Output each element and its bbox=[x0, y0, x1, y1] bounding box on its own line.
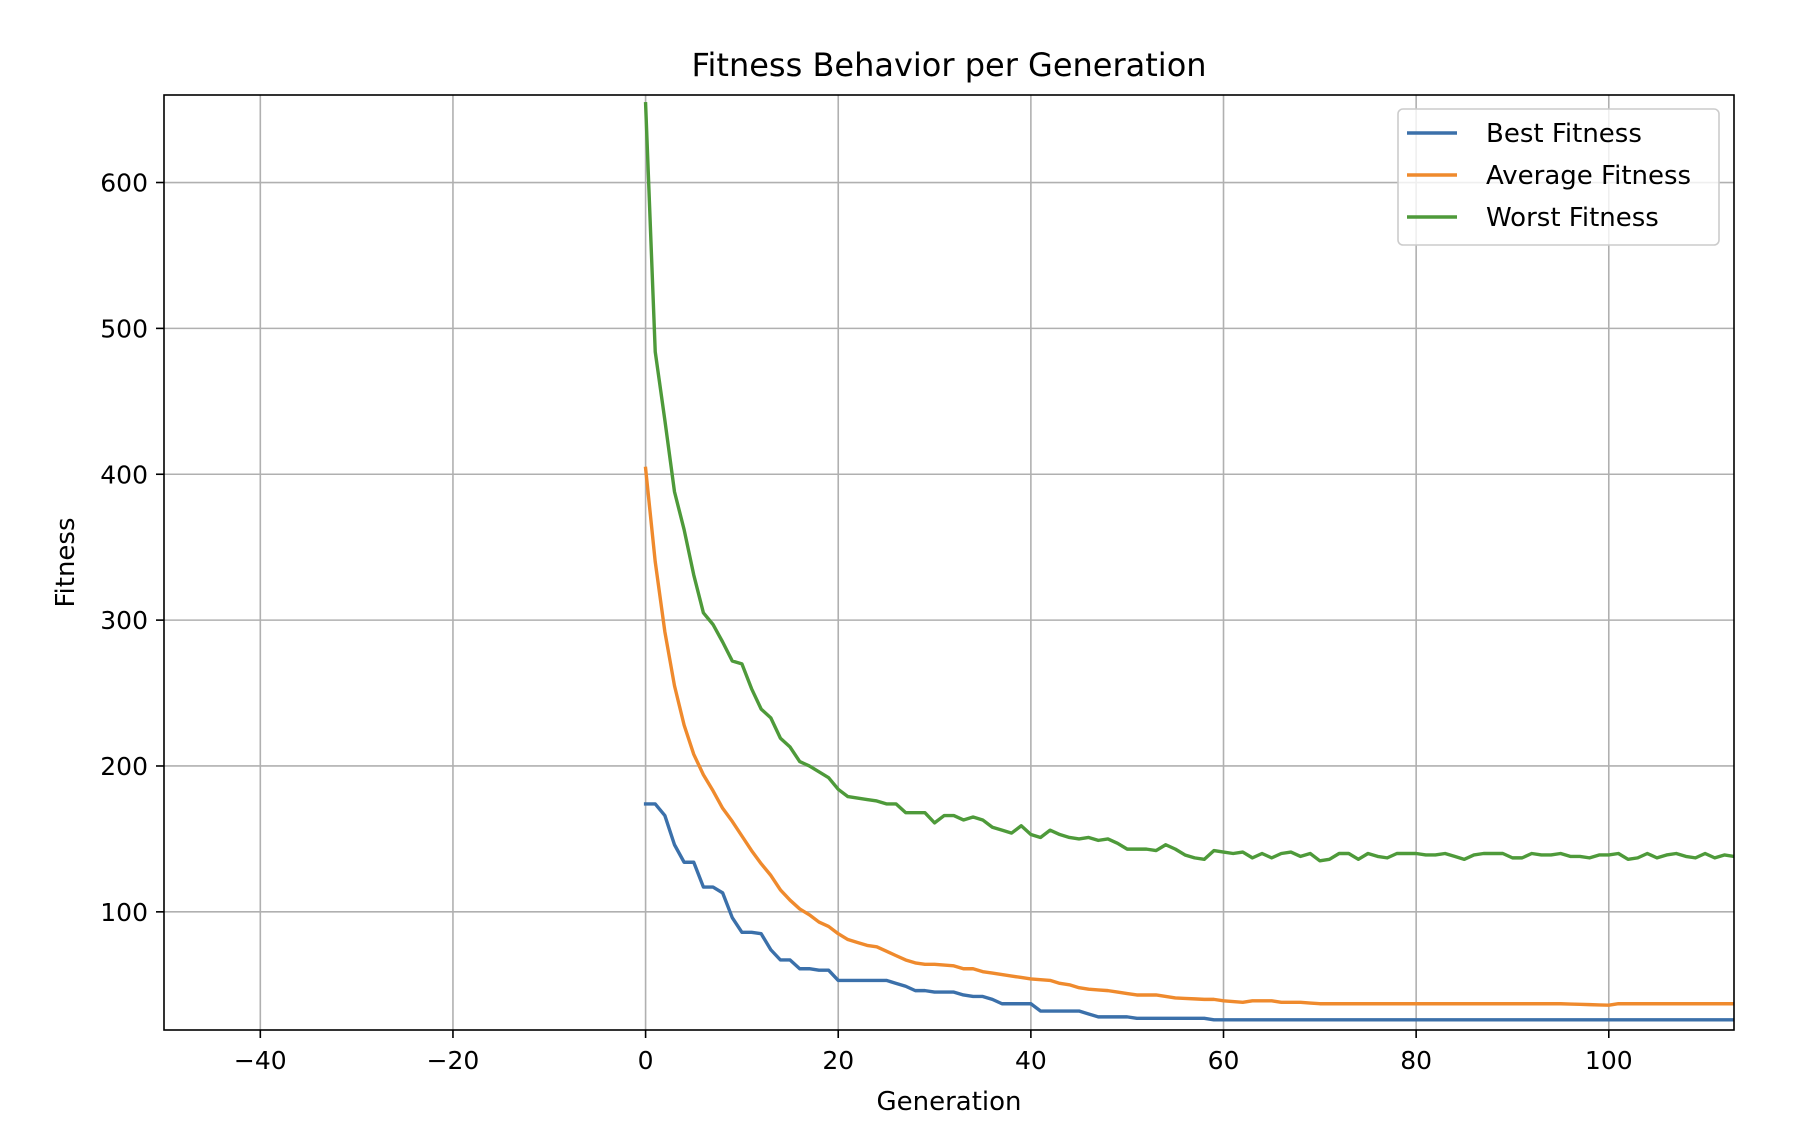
legend: Best Fitness Average Fitness Worst Fitness bbox=[1397, 108, 1720, 246]
y-axis-label: Fitness bbox=[51, 517, 81, 607]
legend-box bbox=[1397, 108, 1720, 246]
y-tick-label: 100 bbox=[100, 898, 148, 927]
grid-lines bbox=[164, 95, 1734, 1030]
legend-label-worst-fitness: Worst Fitness bbox=[1486, 203, 1659, 233]
worst-fitness-line bbox=[643, 101, 1734, 863]
series-lines bbox=[643, 101, 1734, 1022]
y-tick-label: 400 bbox=[100, 460, 148, 489]
x-tick-label: −40 bbox=[234, 1046, 287, 1075]
legend-label-average-fitness: Average Fitness bbox=[1486, 161, 1691, 191]
legend-label-best-fitness: Best Fitness bbox=[1486, 119, 1642, 149]
y-tick-label: 600 bbox=[100, 169, 148, 198]
x-tick-label: 80 bbox=[1400, 1046, 1432, 1075]
y-tick-label: 200 bbox=[100, 752, 148, 781]
x-tick-label: 20 bbox=[822, 1046, 854, 1075]
x-tick-label: 60 bbox=[1208, 1046, 1240, 1075]
x-tick-label: −20 bbox=[427, 1046, 480, 1075]
y-tick-label: 500 bbox=[100, 314, 148, 343]
x-tick-label: 0 bbox=[638, 1046, 654, 1075]
chart-title: Fitness Behavior per Generation bbox=[691, 46, 1206, 84]
x-tick-label: 100 bbox=[1585, 1046, 1633, 1075]
x-tick-label: 40 bbox=[1015, 1046, 1047, 1075]
axis-ticks: −40 −20 0 20 40 60 80 100 100 200 300 400 500 600 bbox=[100, 169, 1632, 1075]
y-tick-label: 300 bbox=[100, 606, 148, 635]
plot-frame bbox=[163, 94, 1735, 1031]
x-axis-label: Generation bbox=[876, 1087, 1021, 1117]
average-fitness-line bbox=[643, 466, 1734, 1007]
best-fitness-line bbox=[643, 802, 1734, 1022]
